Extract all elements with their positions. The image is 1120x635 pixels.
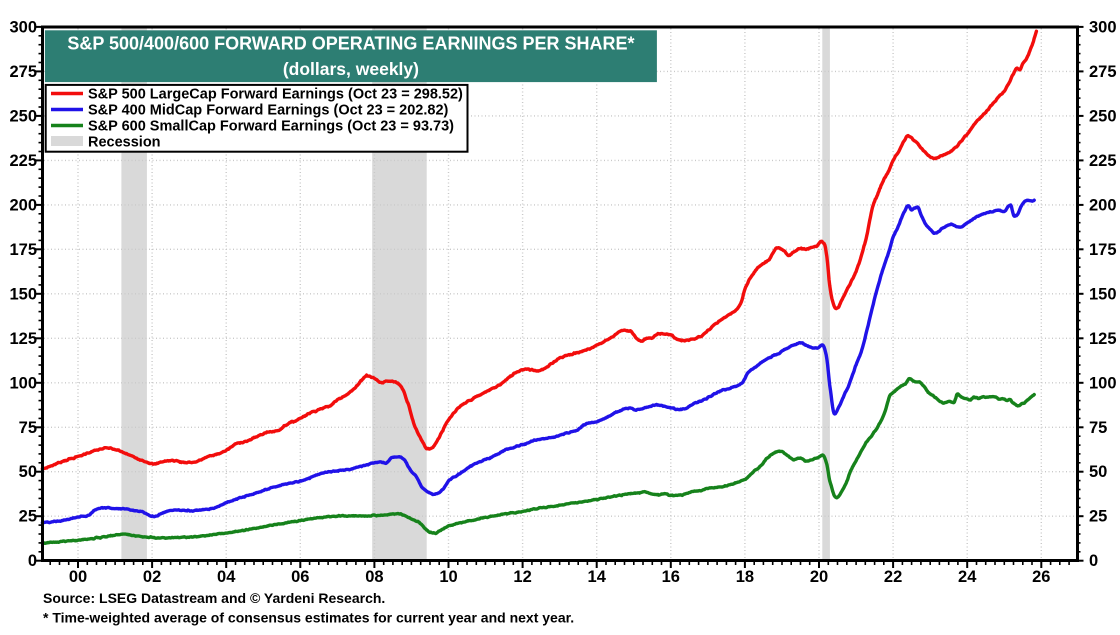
- svg-text:0: 0: [28, 552, 37, 570]
- svg-text:14: 14: [588, 568, 607, 586]
- svg-text:06: 06: [291, 568, 309, 586]
- svg-text:100: 100: [9, 374, 37, 392]
- svg-text:125: 125: [9, 330, 37, 348]
- svg-text:275: 275: [1089, 63, 1117, 81]
- svg-text:16: 16: [662, 568, 680, 586]
- svg-text:0: 0: [1089, 552, 1098, 570]
- svg-text:(dollars, weekly): (dollars, weekly): [283, 59, 419, 79]
- svg-text:300: 300: [9, 18, 37, 36]
- svg-text:225: 225: [1089, 152, 1117, 170]
- svg-text:26: 26: [1032, 568, 1050, 586]
- svg-text:12: 12: [513, 568, 531, 586]
- svg-text:150: 150: [1089, 285, 1117, 303]
- svg-text:75: 75: [19, 419, 37, 437]
- svg-text:150: 150: [9, 285, 37, 303]
- svg-text:22: 22: [884, 568, 902, 586]
- svg-text:08: 08: [365, 568, 383, 586]
- svg-text:50: 50: [1089, 463, 1107, 481]
- svg-text:25: 25: [1089, 508, 1107, 526]
- svg-text:100: 100: [1089, 374, 1117, 392]
- svg-text:125: 125: [1089, 330, 1117, 348]
- svg-text:275: 275: [9, 63, 37, 81]
- svg-text:S&P 600 SmallCap Forward Earni: S&P 600 SmallCap Forward Earnings (Oct 2…: [88, 119, 454, 135]
- svg-text:S&P 500 LargeCap Forward Earni: S&P 500 LargeCap Forward Earnings (Oct 2…: [88, 87, 463, 103]
- svg-text:S&P 400 MidCap Forward Earning: S&P 400 MidCap Forward Earnings (Oct 23 …: [88, 103, 449, 119]
- svg-text:50: 50: [19, 463, 37, 481]
- svg-text:200: 200: [9, 196, 37, 214]
- svg-text:250: 250: [9, 107, 37, 125]
- svg-text:18: 18: [736, 568, 754, 586]
- svg-text:75: 75: [1089, 419, 1107, 437]
- svg-text:10: 10: [439, 568, 457, 586]
- svg-text:175: 175: [1089, 241, 1117, 259]
- svg-text:02: 02: [143, 568, 161, 586]
- svg-text:04: 04: [217, 568, 236, 586]
- svg-text:24: 24: [958, 568, 977, 586]
- svg-text:200: 200: [1089, 196, 1117, 214]
- svg-text:250: 250: [1089, 107, 1117, 125]
- svg-text:* Time-weighted average of con: * Time-weighted average of consensus est…: [43, 609, 574, 625]
- svg-text:00: 00: [69, 568, 87, 586]
- svg-text:Recession: Recession: [88, 135, 161, 151]
- svg-text:20: 20: [810, 568, 828, 586]
- svg-text:300: 300: [1089, 18, 1117, 36]
- svg-text:225: 225: [9, 152, 37, 170]
- svg-text:175: 175: [9, 241, 37, 259]
- svg-text:Source: LSEG Datastream and ©: Source: LSEG Datastream and © Yardeni Re…: [43, 590, 385, 606]
- svg-text:25: 25: [19, 508, 37, 526]
- svg-text:S&P 500/400/600 FORWARD OPERAT: S&P 500/400/600 FORWARD OPERATING EARNIN…: [67, 34, 634, 54]
